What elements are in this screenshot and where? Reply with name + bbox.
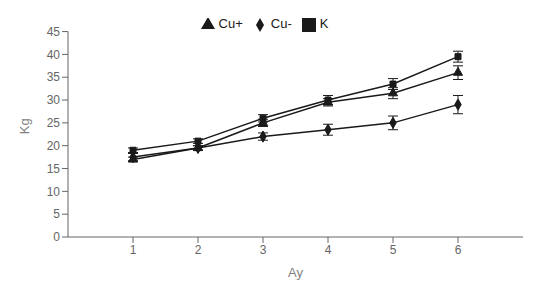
svg-text:4: 4 [325,243,332,257]
svg-text:1: 1 [130,243,137,257]
svg-text:20: 20 [47,139,61,153]
svg-text:3: 3 [260,243,267,257]
svg-text:25: 25 [47,116,61,130]
svg-text:5: 5 [390,243,397,257]
svg-text:35: 35 [47,70,61,84]
html-text:Cu+: Cu+ [218,16,243,31]
svg-text:40: 40 [47,48,61,62]
html-text:K: K [319,16,329,31]
svg-text:0: 0 [53,230,60,244]
svg-text:15: 15 [47,162,61,176]
svg-text:30: 30 [47,93,61,107]
html-text:Cu-: Cu- [270,16,292,31]
svg-text:45: 45 [47,25,61,39]
svg-text:10: 10 [47,185,61,199]
svg-text:Ay: Ay [288,265,303,280]
svg-text:6: 6 [455,243,462,257]
svg-text:5: 5 [53,207,60,221]
svg-text:Kg: Kg [17,118,32,134]
svg-text:2: 2 [195,243,202,257]
